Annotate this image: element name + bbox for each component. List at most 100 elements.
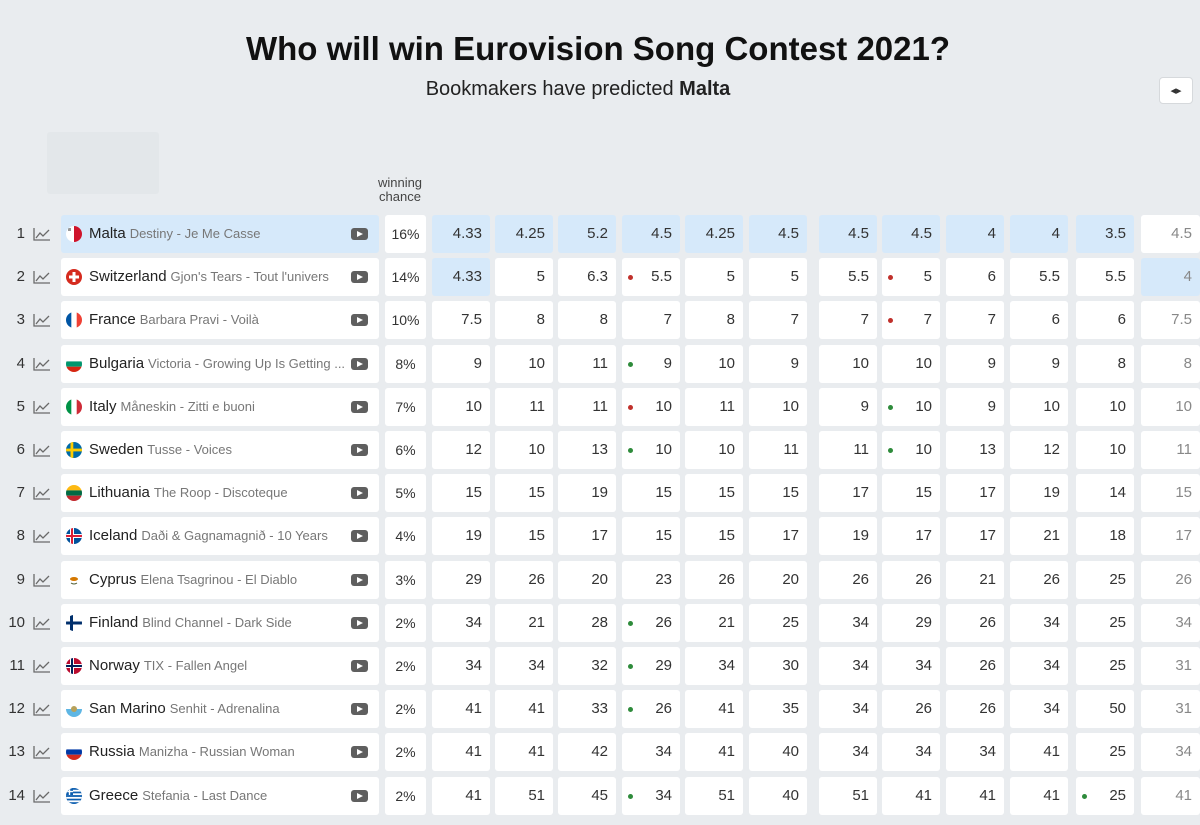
odds-cell[interactable]: 7.5 bbox=[432, 301, 490, 340]
odds-cell[interactable]: 14 bbox=[1076, 474, 1134, 513]
youtube-play-icon[interactable] bbox=[351, 314, 368, 327]
odds-cell[interactable]: 40 bbox=[749, 776, 807, 815]
odds-cell[interactable]: 50 bbox=[1076, 690, 1134, 729]
odds-cell[interactable]: 51 bbox=[685, 776, 743, 815]
entry-cell[interactable]: Finland Blind Channel - Dark Side bbox=[61, 603, 379, 642]
youtube-play-icon[interactable] bbox=[351, 400, 368, 413]
odds-cell[interactable]: 19 bbox=[819, 517, 877, 556]
odds-cell[interactable]: 5.5 bbox=[1010, 258, 1068, 297]
odds-cell[interactable]: 17 bbox=[1141, 517, 1200, 556]
odds-cell[interactable]: 17 bbox=[946, 474, 1004, 513]
odds-cell[interactable]: 41 bbox=[946, 776, 1004, 815]
odds-cell[interactable]: 41 bbox=[1010, 776, 1068, 815]
odds-cell[interactable]: 34 bbox=[685, 647, 743, 685]
odds-cell[interactable]: 8 bbox=[1141, 344, 1200, 383]
odds-cell[interactable]: 8 bbox=[495, 301, 553, 340]
youtube-play-icon[interactable] bbox=[351, 660, 368, 672]
odds-cell[interactable]: 26 bbox=[685, 560, 743, 599]
odds-cell[interactable]: 10 bbox=[495, 431, 553, 469]
odds-cell[interactable]: 26 bbox=[819, 560, 877, 599]
chart-line-icon[interactable] bbox=[33, 616, 51, 630]
odds-cell[interactable]: 41 bbox=[685, 690, 743, 729]
odds-cell[interactable]: 26 bbox=[946, 647, 1004, 685]
odds-cell[interactable]: 20 bbox=[749, 560, 807, 599]
odds-cell[interactable]: 33 bbox=[558, 690, 616, 729]
odds-cell[interactable]: 9 bbox=[1010, 344, 1068, 383]
odds-cell[interactable]: 18 bbox=[1076, 517, 1134, 556]
youtube-play-icon[interactable] bbox=[351, 228, 368, 240]
odds-cell[interactable]: 45 bbox=[558, 776, 616, 815]
odds-cell[interactable]: 19 bbox=[432, 517, 490, 556]
odds-cell[interactable]: 5.2 bbox=[558, 215, 616, 253]
odds-cell[interactable]: 9 bbox=[946, 387, 1004, 426]
odds-cell[interactable]: 26 bbox=[622, 690, 680, 729]
chart-line-icon[interactable] bbox=[33, 227, 51, 241]
odds-cell[interactable]: 26 bbox=[946, 690, 1004, 729]
youtube-play-icon[interactable] bbox=[351, 530, 368, 543]
odds-cell[interactable]: 25 bbox=[1076, 603, 1134, 642]
chart-line-icon[interactable] bbox=[33, 400, 51, 414]
odds-cell[interactable]: 5.5 bbox=[622, 258, 680, 297]
odds-cell[interactable]: 51 bbox=[495, 776, 553, 815]
youtube-play-icon[interactable] bbox=[351, 271, 368, 284]
odds-cell[interactable]: 6 bbox=[1076, 301, 1134, 340]
chart-line-icon[interactable] bbox=[33, 443, 51, 457]
odds-cell[interactable]: 15 bbox=[882, 474, 940, 513]
odds-cell[interactable]: 26 bbox=[495, 560, 553, 599]
entry-cell[interactable]: Cyprus Elena Tsagrinou - El Diablo bbox=[61, 560, 379, 599]
odds-cell[interactable]: 4.5 bbox=[749, 215, 807, 253]
chart-line-icon[interactable] bbox=[33, 357, 51, 371]
odds-cell[interactable]: 19 bbox=[558, 474, 616, 513]
odds-cell[interactable]: 34 bbox=[819, 603, 877, 642]
odds-cell[interactable]: 42 bbox=[558, 733, 616, 772]
chart-line-icon[interactable] bbox=[33, 313, 51, 328]
odds-cell[interactable]: 11 bbox=[558, 387, 616, 426]
odds-cell[interactable]: 4.33 bbox=[432, 215, 490, 253]
chart-line-icon[interactable] bbox=[33, 789, 51, 803]
odds-cell[interactable]: 21 bbox=[685, 603, 743, 642]
chart-line-icon[interactable] bbox=[33, 270, 51, 284]
odds-cell[interactable]: 41 bbox=[432, 690, 490, 729]
odds-cell[interactable]: 9 bbox=[749, 344, 807, 383]
odds-cell[interactable]: 11 bbox=[495, 387, 553, 426]
odds-cell[interactable]: 41 bbox=[1141, 776, 1200, 815]
odds-cell[interactable]: 29 bbox=[432, 560, 490, 599]
odds-cell[interactable]: 5 bbox=[685, 258, 743, 297]
youtube-play-icon[interactable] bbox=[351, 703, 368, 716]
chart-line-icon[interactable] bbox=[33, 529, 51, 544]
odds-cell[interactable]: 25 bbox=[1076, 776, 1134, 815]
odds-cell[interactable]: 5.5 bbox=[1076, 258, 1134, 297]
entry-cell[interactable]: Malta Destiny - Je Me Casse bbox=[61, 215, 379, 253]
odds-cell[interactable]: 26 bbox=[1141, 560, 1200, 599]
odds-cell[interactable]: 34 bbox=[432, 647, 490, 685]
odds-cell[interactable]: 5 bbox=[882, 258, 940, 297]
odds-cell[interactable]: 4.25 bbox=[495, 215, 553, 253]
odds-cell[interactable]: 4.5 bbox=[819, 215, 877, 253]
odds-cell[interactable]: 34 bbox=[495, 647, 553, 685]
odds-cell[interactable]: 26 bbox=[882, 690, 940, 729]
odds-cell[interactable]: 13 bbox=[558, 431, 616, 469]
odds-cell[interactable]: 17 bbox=[882, 517, 940, 556]
odds-cell[interactable]: 10 bbox=[749, 387, 807, 426]
odds-cell[interactable]: 25 bbox=[749, 603, 807, 642]
odds-cell[interactable]: 25 bbox=[1076, 560, 1134, 599]
odds-cell[interactable]: 30 bbox=[749, 647, 807, 685]
youtube-play-icon[interactable] bbox=[351, 746, 368, 759]
odds-cell[interactable]: 34 bbox=[1141, 733, 1200, 772]
odds-cell[interactable]: 10 bbox=[1141, 387, 1200, 426]
odds-cell[interactable]: 7 bbox=[946, 301, 1004, 340]
odds-cell[interactable]: 6 bbox=[946, 258, 1004, 297]
entry-cell[interactable]: Bulgaria Victoria - Growing Up Is Getting… bbox=[61, 344, 379, 383]
odds-cell[interactable]: 10 bbox=[622, 431, 680, 469]
odds-cell[interactable]: 7 bbox=[882, 301, 940, 340]
chart-line-icon[interactable] bbox=[33, 573, 51, 587]
odds-cell[interactable]: 26 bbox=[882, 560, 940, 599]
odds-cell[interactable]: 7.5 bbox=[1141, 301, 1200, 340]
odds-cell[interactable]: 31 bbox=[1141, 647, 1200, 685]
odds-cell[interactable]: 10 bbox=[1010, 387, 1068, 426]
odds-cell[interactable]: 41 bbox=[432, 776, 490, 815]
odds-cell[interactable]: 34 bbox=[1010, 690, 1068, 729]
odds-cell[interactable]: 3.5 bbox=[1076, 215, 1134, 253]
odds-cell[interactable]: 4.5 bbox=[882, 215, 940, 253]
odds-cell[interactable]: 25 bbox=[1076, 733, 1134, 772]
